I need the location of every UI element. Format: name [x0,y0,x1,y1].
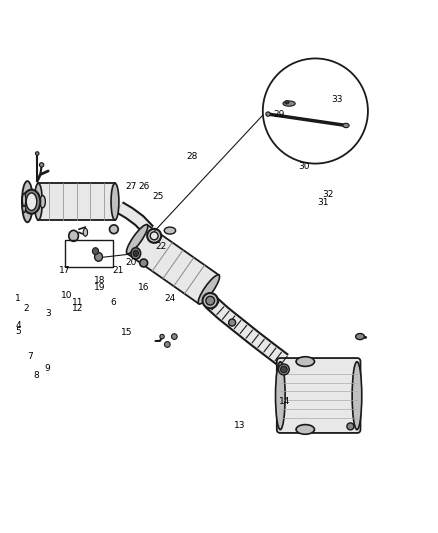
Text: 15: 15 [121,328,133,337]
Text: 9: 9 [44,364,50,373]
Ellipse shape [26,193,37,211]
Ellipse shape [127,224,148,254]
Bar [38,183,115,220]
Text: 31: 31 [318,198,329,207]
Text: 5: 5 [15,327,21,336]
Ellipse shape [92,248,99,255]
Text: 17: 17 [59,266,71,276]
Text: 12: 12 [72,304,84,313]
Text: 33: 33 [332,95,343,104]
Ellipse shape [133,251,138,256]
Text: 27: 27 [126,182,137,191]
Ellipse shape [347,423,354,430]
Ellipse shape [22,181,33,222]
Ellipse shape [95,253,102,261]
Ellipse shape [111,183,119,220]
Ellipse shape [266,112,270,116]
Ellipse shape [34,183,42,220]
Ellipse shape [147,229,161,243]
Ellipse shape [22,199,26,213]
Text: 21: 21 [113,266,124,276]
Ellipse shape [83,229,88,236]
Ellipse shape [202,293,218,308]
Ellipse shape [160,334,164,339]
Ellipse shape [164,227,176,234]
Text: 29: 29 [274,110,285,118]
Text: 1: 1 [14,294,21,303]
Text: 11: 11 [72,298,84,307]
Text: 28: 28 [186,151,198,160]
Ellipse shape [39,163,44,167]
Ellipse shape [356,334,364,340]
Text: 4: 4 [16,321,21,330]
Ellipse shape [206,296,215,305]
Polygon shape [127,225,219,304]
Ellipse shape [296,357,314,366]
Ellipse shape [343,123,349,128]
FancyBboxPatch shape [277,358,360,433]
Text: 14: 14 [279,397,290,406]
Ellipse shape [172,334,177,340]
Text: 25: 25 [152,192,163,201]
Ellipse shape [40,196,46,208]
Text: 22: 22 [155,243,167,251]
Ellipse shape [150,232,158,240]
Ellipse shape [283,101,295,106]
Ellipse shape [285,101,289,104]
Ellipse shape [296,425,314,434]
Text: 26: 26 [139,182,150,191]
Text: 32: 32 [322,190,333,199]
Ellipse shape [352,362,362,430]
Text: 6: 6 [110,298,116,307]
Ellipse shape [110,225,118,233]
Text: 18: 18 [94,277,106,286]
Ellipse shape [280,366,287,373]
Text: 10: 10 [61,292,72,301]
Ellipse shape [35,152,39,155]
Ellipse shape [131,248,141,259]
Ellipse shape [22,193,26,206]
Text: 19: 19 [94,283,106,292]
Ellipse shape [23,190,40,214]
Ellipse shape [69,230,78,241]
Text: 20: 20 [126,257,137,266]
Text: 13: 13 [234,421,246,430]
Text: 24: 24 [164,294,176,303]
Ellipse shape [279,364,290,375]
Text: 8: 8 [33,372,39,381]
Text: 16: 16 [138,283,149,292]
Ellipse shape [229,319,236,326]
Ellipse shape [164,342,170,348]
Ellipse shape [140,259,148,267]
Bar [65,240,113,266]
Text: 30: 30 [299,162,310,171]
Circle shape [263,59,368,164]
Text: 3: 3 [45,309,51,318]
Ellipse shape [198,275,219,304]
Text: 7: 7 [27,352,33,361]
Text: 2: 2 [24,304,29,313]
Ellipse shape [276,362,285,430]
